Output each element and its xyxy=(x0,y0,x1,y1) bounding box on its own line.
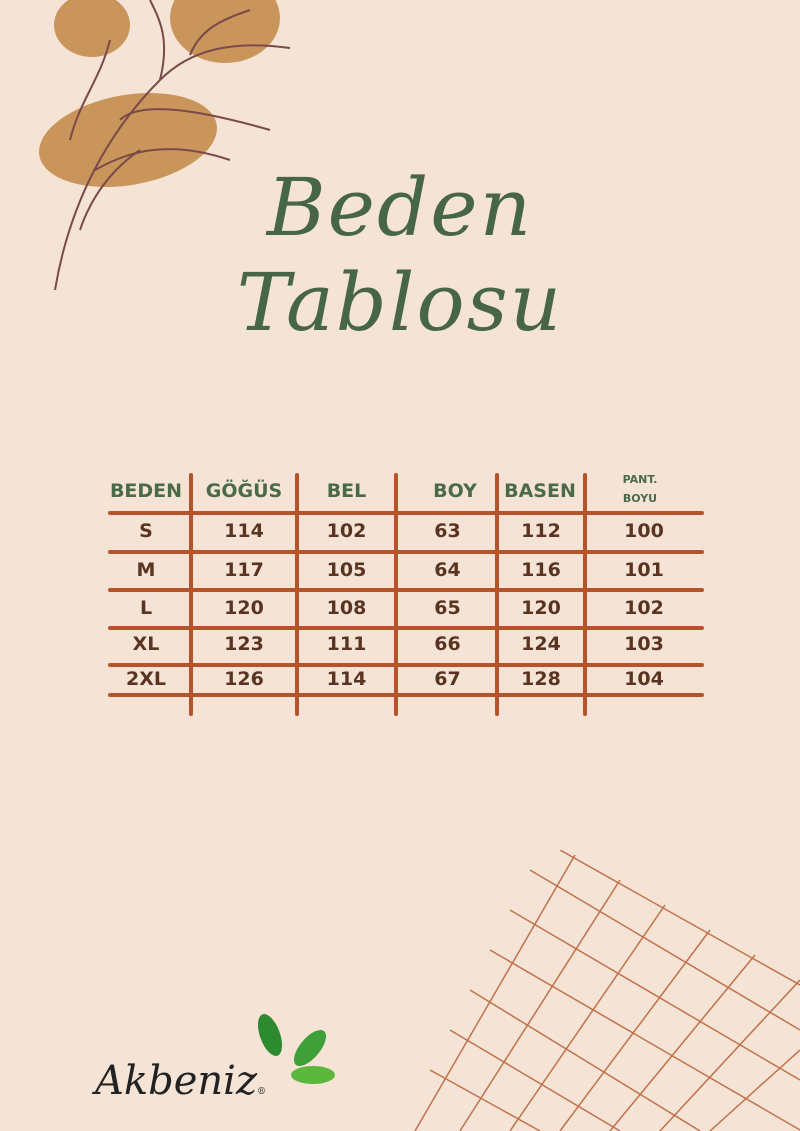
title-line-1: Beden xyxy=(266,161,534,254)
table-cell: 100 xyxy=(624,520,664,542)
title-line-2: Tablosu xyxy=(236,256,564,349)
registered-mark: ® xyxy=(257,1087,267,1097)
header-pant: PANT. xyxy=(622,473,658,486)
table-cell: 103 xyxy=(624,633,664,655)
header-pant-boyu: PANT. BOYU xyxy=(610,470,670,508)
header-beden: BEDEN xyxy=(109,480,183,502)
table-cell: 120 xyxy=(224,597,264,619)
table-cell: 102 xyxy=(326,520,367,542)
logo-leaves-icon xyxy=(257,1014,335,1084)
table-cell: 114 xyxy=(326,668,367,690)
header-boyu: BOYU xyxy=(622,492,658,505)
table-cell: 108 xyxy=(326,597,367,619)
table-cell: 116 xyxy=(521,559,561,581)
page-title: Beden Tablosu xyxy=(0,160,800,350)
table-cell: 65 xyxy=(434,597,461,619)
table-cell: 128 xyxy=(521,668,561,690)
table-cell: 67 xyxy=(434,668,461,690)
table-grid-lines xyxy=(108,473,704,716)
logo-text: Akbeniz xyxy=(95,1058,258,1104)
table-cell: 126 xyxy=(224,668,264,690)
leaf-branch-decoration xyxy=(39,0,291,291)
table-cell: 2XL xyxy=(126,668,166,690)
table-cell: 64 xyxy=(434,559,461,581)
header-boy: BOY xyxy=(433,480,477,502)
table-cell: 111 xyxy=(326,633,367,655)
table-cell: 117 xyxy=(224,559,264,581)
header-basen: BASEN xyxy=(504,480,576,502)
table-cell: M xyxy=(136,559,156,581)
table-cell: 66 xyxy=(434,633,461,655)
table-cell: 101 xyxy=(624,559,664,581)
table-cell: 120 xyxy=(521,597,561,619)
brand-logo: Akbeniz® xyxy=(95,1058,266,1104)
table-cell: L xyxy=(139,597,153,619)
table-cell: 105 xyxy=(326,559,367,581)
table-cell: 114 xyxy=(224,520,264,542)
table-cell: 112 xyxy=(521,520,561,542)
table-cell: XL xyxy=(132,633,160,655)
table-cell: 63 xyxy=(434,520,461,542)
grid-pattern-decoration xyxy=(414,850,800,1131)
table-cell: 104 xyxy=(624,668,664,690)
header-gogus: GÖĞÜS xyxy=(205,480,283,502)
table-cell: S xyxy=(139,520,153,542)
table-cell: 102 xyxy=(624,597,664,619)
table-cell: 123 xyxy=(224,633,264,655)
header-bel: BEL xyxy=(326,480,367,502)
table-cell: 124 xyxy=(521,633,561,655)
